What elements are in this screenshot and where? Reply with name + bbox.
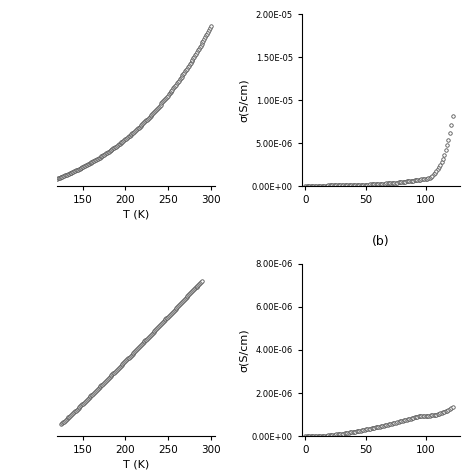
Y-axis label: σ(S/cm): σ(S/cm)	[239, 79, 249, 122]
Y-axis label: σ(S/cm): σ(S/cm)	[239, 328, 249, 372]
Text: (b): (b)	[372, 235, 390, 247]
X-axis label: T (K): T (K)	[123, 459, 149, 469]
X-axis label: T (K): T (K)	[123, 210, 149, 219]
